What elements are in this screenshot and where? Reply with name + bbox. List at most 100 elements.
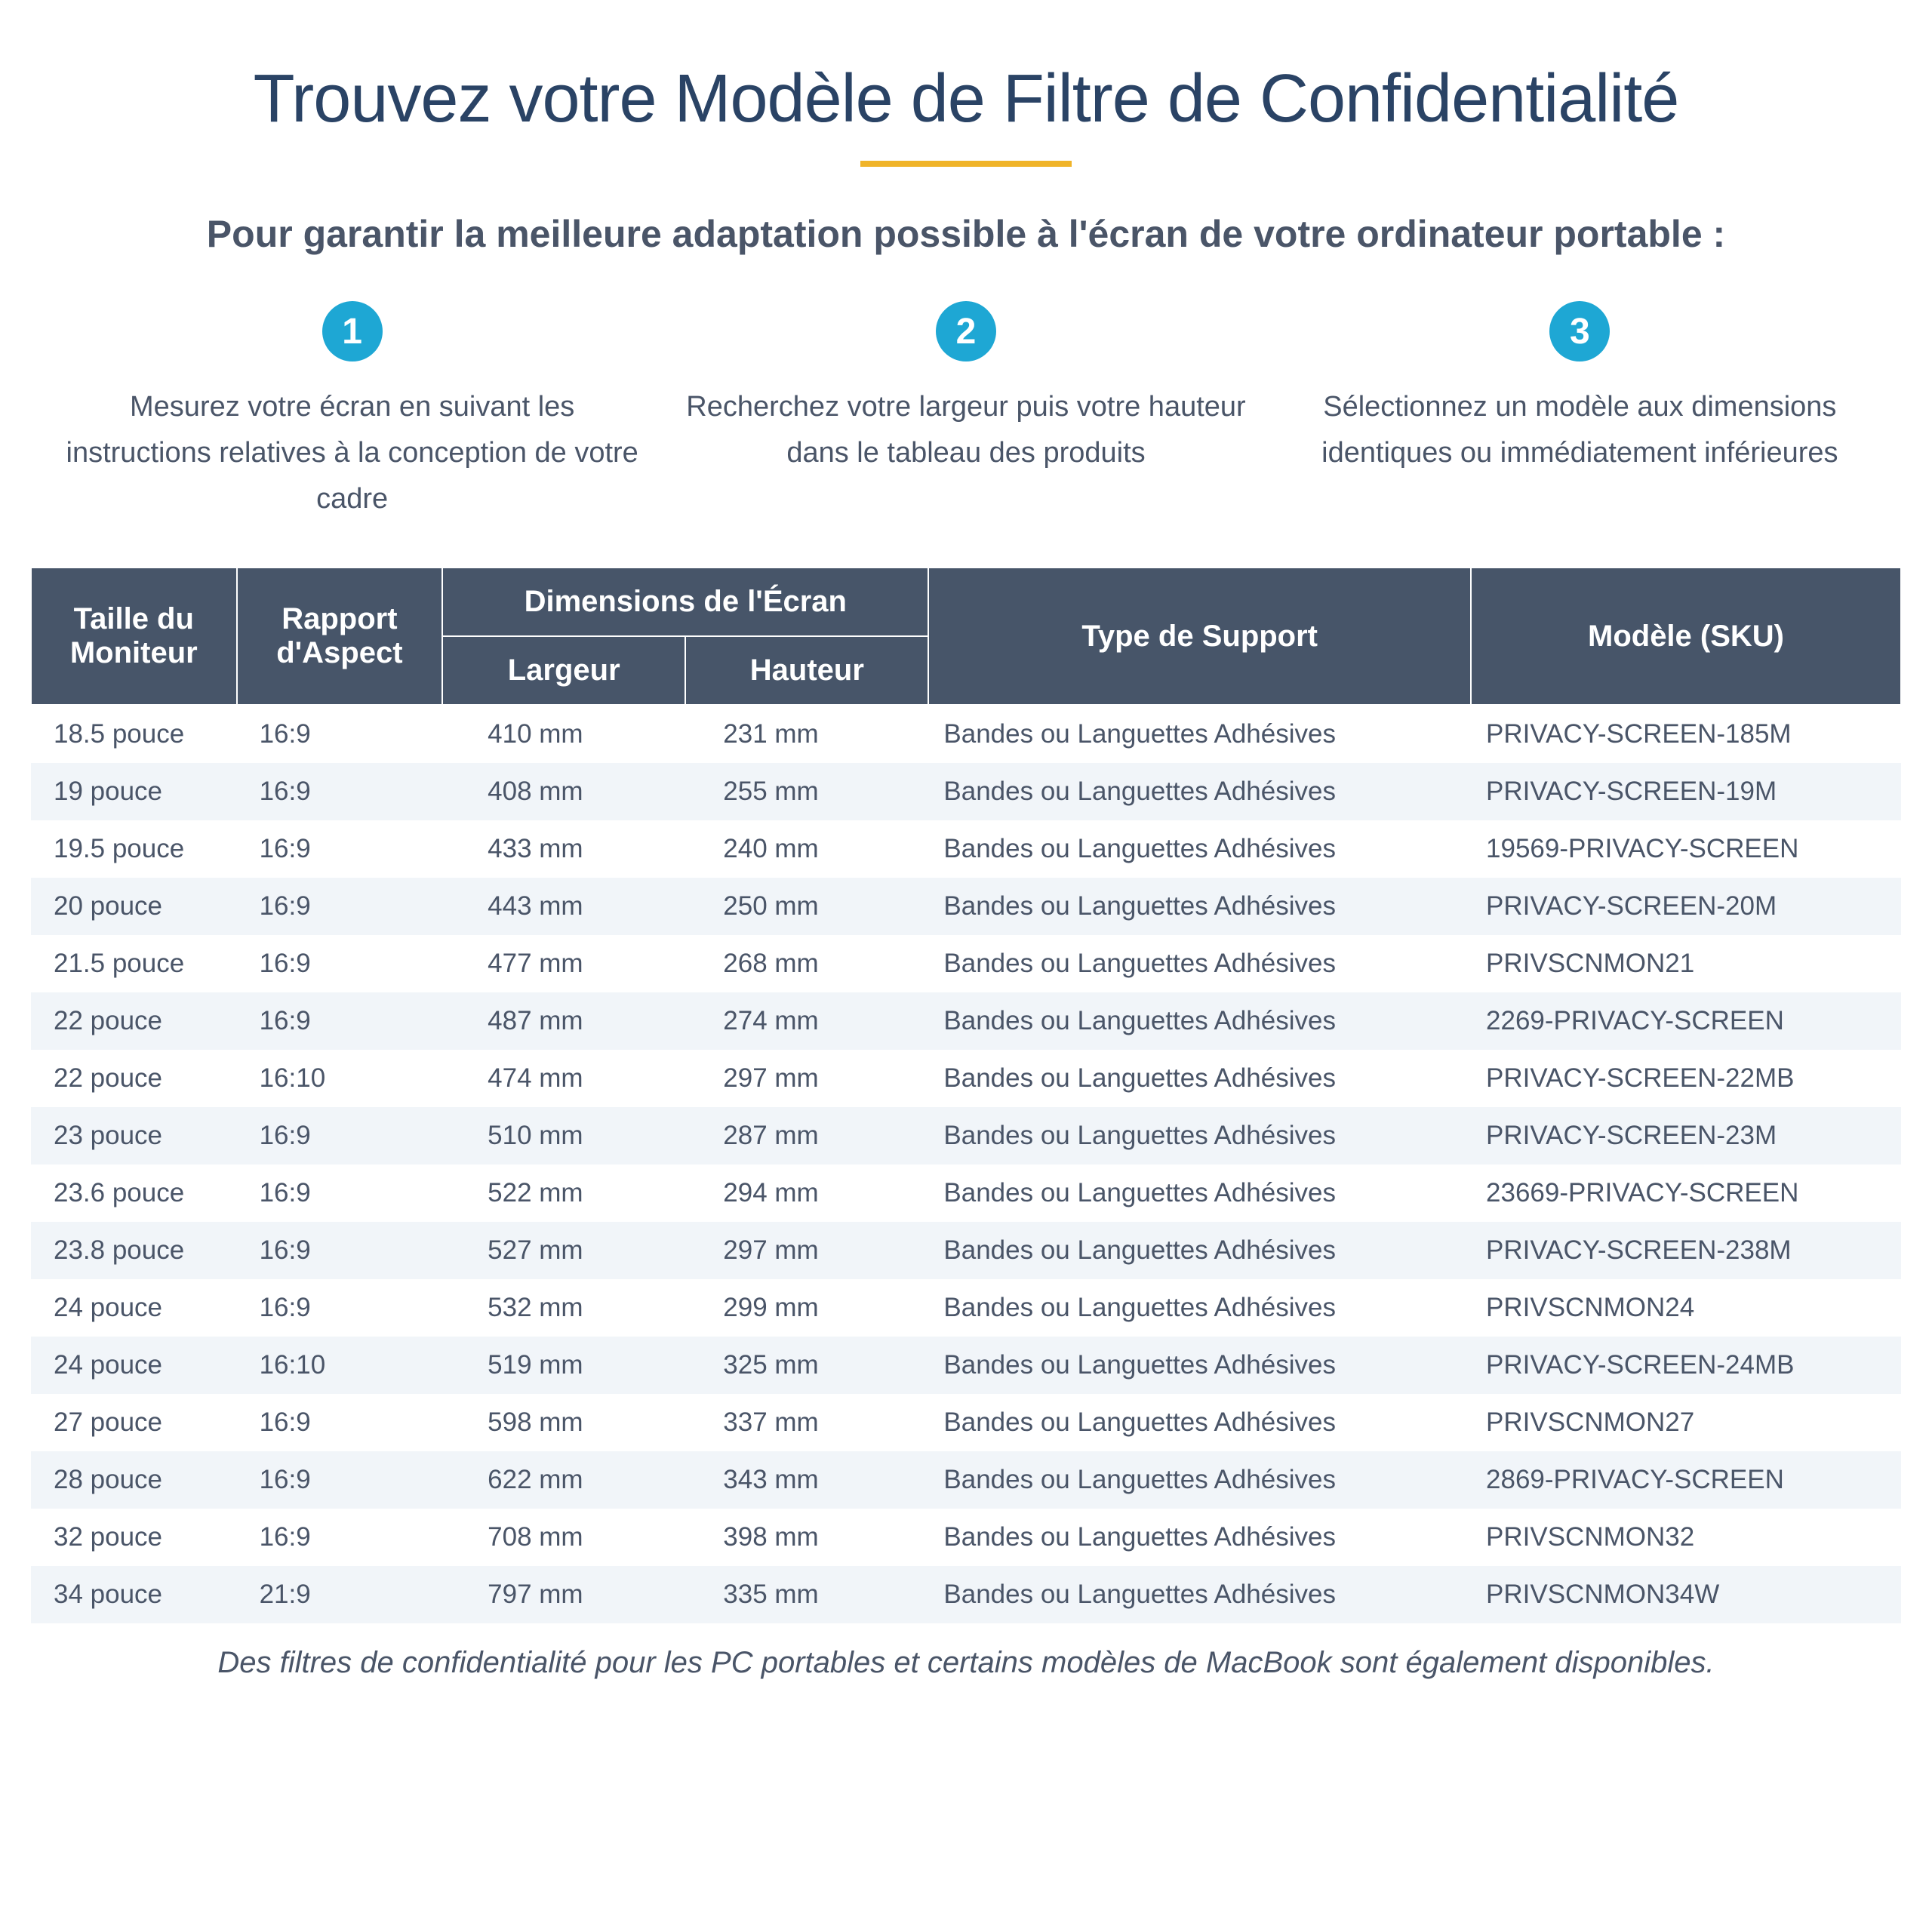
table-row: 18.5 pouce16:9410 mm231 mmBandes ou Lang… [31, 705, 1901, 763]
step-text: Recherchez votre largeur puis votre haut… [674, 384, 1257, 476]
table-cell: PRIVSCNMON24 [1471, 1279, 1901, 1337]
table-cell: 16:9 [237, 763, 443, 820]
table-cell: Bandes ou Languettes Adhésives [928, 763, 1471, 820]
table-cell: 21.5 pouce [31, 935, 237, 992]
table-cell: 16:9 [237, 1451, 443, 1509]
table-cell: PRIVSCNMON21 [1471, 935, 1901, 992]
table-cell: 19.5 pouce [31, 820, 237, 878]
table-cell: PRIVACY-SCREEN-238M [1471, 1222, 1901, 1279]
step-badge: 1 [322, 301, 383, 361]
table-cell: Bandes ou Languettes Adhésives [928, 878, 1471, 935]
table-cell: Bandes ou Languettes Adhésives [928, 1107, 1471, 1164]
table-cell: 23.8 pouce [31, 1222, 237, 1279]
table-cell: 20 pouce [31, 878, 237, 935]
table-cell: 622 mm [442, 1451, 685, 1509]
table-cell: Bandes ou Languettes Adhésives [928, 1164, 1471, 1222]
step-badge: 2 [936, 301, 996, 361]
table-cell: 487 mm [442, 992, 685, 1050]
table-row: 24 pouce16:9532 mm299 mmBandes ou Langue… [31, 1279, 1901, 1337]
table-cell: 16:9 [237, 1164, 443, 1222]
table-row: 28 pouce16:9622 mm343 mmBandes ou Langue… [31, 1451, 1901, 1509]
table-cell: 294 mm [685, 1164, 928, 1222]
table-cell: 410 mm [442, 705, 685, 763]
table-cell: 231 mm [685, 705, 928, 763]
table-cell: 16:9 [237, 1509, 443, 1566]
table-cell: 797 mm [442, 1566, 685, 1623]
table-cell: Bandes ou Languettes Adhésives [928, 1337, 1471, 1394]
th-width: Largeur [442, 636, 685, 705]
table-row: 22 pouce16:9487 mm274 mmBandes ou Langue… [31, 992, 1901, 1050]
table-cell: 398 mm [685, 1509, 928, 1566]
table-cell: 343 mm [685, 1451, 928, 1509]
table-cell: 16:9 [237, 1394, 443, 1451]
step-3: 3 Sélectionnez un modèle aux dimensions … [1288, 301, 1872, 521]
page-title: Trouvez votre Modèle de Filtre de Confid… [30, 60, 1902, 138]
step-2: 2 Recherchez votre largeur puis votre ha… [674, 301, 1257, 521]
table-cell: 240 mm [685, 820, 928, 878]
steps-row: 1 Mesurez votre écran en suivant les ins… [30, 301, 1902, 521]
title-divider [860, 161, 1072, 167]
table-cell: 408 mm [442, 763, 685, 820]
table-cell: Bandes ou Languettes Adhésives [928, 705, 1471, 763]
table-cell: PRIVACY-SCREEN-20M [1471, 878, 1901, 935]
table-cell: 16:9 [237, 878, 443, 935]
footer-note: Des filtres de confidentialité pour les … [30, 1646, 1902, 1680]
table-cell: 23 pouce [31, 1107, 237, 1164]
table-cell: 522 mm [442, 1164, 685, 1222]
step-badge: 3 [1549, 301, 1610, 361]
th-mount: Type de Support [928, 568, 1471, 705]
table-cell: 16:9 [237, 1222, 443, 1279]
product-table: Taille du Moniteur Rapport d'Aspect Dime… [30, 567, 1902, 1623]
table-row: 20 pouce16:9443 mm250 mmBandes ou Langue… [31, 878, 1901, 935]
table-cell: Bandes ou Languettes Adhésives [928, 1222, 1471, 1279]
table-cell: 18.5 pouce [31, 705, 237, 763]
table-row: 22 pouce16:10474 mm297 mmBandes ou Langu… [31, 1050, 1901, 1107]
table-cell: 19 pouce [31, 763, 237, 820]
table-row: 23.8 pouce16:9527 mm297 mmBandes ou Lang… [31, 1222, 1901, 1279]
table-cell: 16:9 [237, 992, 443, 1050]
table-cell: 297 mm [685, 1222, 928, 1279]
step-1: 1 Mesurez votre écran en suivant les ins… [60, 301, 644, 521]
page-subtitle: Pour garantir la meilleure adaptation po… [30, 212, 1902, 256]
table-row: 23 pouce16:9510 mm287 mmBandes ou Langue… [31, 1107, 1901, 1164]
table-cell: PRIVSCNMON34W [1471, 1566, 1901, 1623]
table-cell: 34 pouce [31, 1566, 237, 1623]
table-cell: 519 mm [442, 1337, 685, 1394]
table-cell: 297 mm [685, 1050, 928, 1107]
table-cell: PRIVSCNMON32 [1471, 1509, 1901, 1566]
step-text: Mesurez votre écran en suivant les instr… [60, 384, 644, 521]
table-cell: 16:9 [237, 1107, 443, 1164]
table-cell: PRIVACY-SCREEN-185M [1471, 705, 1901, 763]
table-cell: 2869-PRIVACY-SCREEN [1471, 1451, 1901, 1509]
table-cell: 708 mm [442, 1509, 685, 1566]
table-row: 23.6 pouce16:9522 mm294 mmBandes ou Lang… [31, 1164, 1901, 1222]
table-cell: Bandes ou Languettes Adhésives [928, 1394, 1471, 1451]
table-cell: 510 mm [442, 1107, 685, 1164]
table-row: 34 pouce21:9797 mm335 mmBandes ou Langue… [31, 1566, 1901, 1623]
table-cell: 16:9 [237, 935, 443, 992]
table-row: 27 pouce16:9598 mm337 mmBandes ou Langue… [31, 1394, 1901, 1451]
table-cell: 443 mm [442, 878, 685, 935]
th-size: Taille du Moniteur [31, 568, 237, 705]
table-cell: 474 mm [442, 1050, 685, 1107]
table-row: 19 pouce16:9408 mm255 mmBandes ou Langue… [31, 763, 1901, 820]
table-cell: Bandes ou Languettes Adhésives [928, 1279, 1471, 1337]
table-cell: Bandes ou Languettes Adhésives [928, 1451, 1471, 1509]
table-row: 21.5 pouce16:9477 mm268 mmBandes ou Lang… [31, 935, 1901, 992]
table-cell: 23.6 pouce [31, 1164, 237, 1222]
th-sku: Modèle (SKU) [1471, 568, 1901, 705]
table-cell: 22 pouce [31, 1050, 237, 1107]
table-row: 24 pouce16:10519 mm325 mmBandes ou Langu… [31, 1337, 1901, 1394]
table-cell: 16:10 [237, 1337, 443, 1394]
table-cell: 598 mm [442, 1394, 685, 1451]
table-cell: 2269-PRIVACY-SCREEN [1471, 992, 1901, 1050]
table-cell: 255 mm [685, 763, 928, 820]
table-cell: 337 mm [685, 1394, 928, 1451]
table-cell: 24 pouce [31, 1279, 237, 1337]
table-cell: 274 mm [685, 992, 928, 1050]
table-cell: PRIVACY-SCREEN-23M [1471, 1107, 1901, 1164]
table-row: 19.5 pouce16:9433 mm240 mmBandes ou Lang… [31, 820, 1901, 878]
table-cell: 16:9 [237, 820, 443, 878]
table-cell: 325 mm [685, 1337, 928, 1394]
table-cell: 24 pouce [31, 1337, 237, 1394]
